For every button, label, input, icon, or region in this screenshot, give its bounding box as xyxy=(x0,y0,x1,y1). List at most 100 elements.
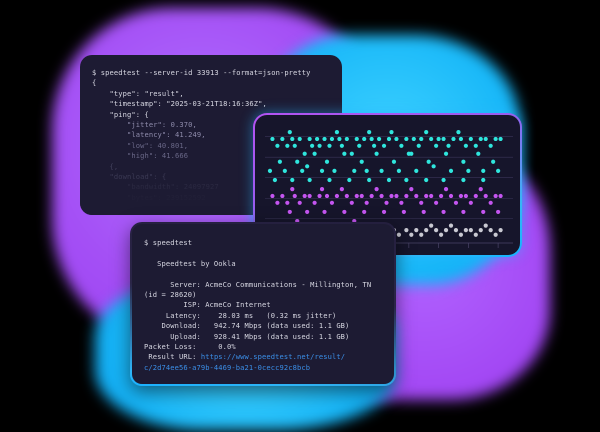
result-line: Upload: 928.41 Mbps (data used: 1.1 GB) xyxy=(144,331,350,341)
chart-point xyxy=(349,151,354,156)
chart-point xyxy=(374,187,379,192)
chart-point xyxy=(285,143,290,148)
json-line: "type": "result", xyxy=(92,88,184,98)
chart-point xyxy=(297,200,302,205)
chart-point xyxy=(466,168,471,173)
chart-point xyxy=(324,193,330,199)
result-line: Download: 942.74 Mbps (data used: 1.1 GB… xyxy=(144,321,350,331)
chart-point xyxy=(424,193,429,199)
chart-point xyxy=(456,130,461,135)
chart-point xyxy=(434,200,439,205)
chart-point xyxy=(297,136,302,142)
chart-point xyxy=(496,209,501,215)
chart-point xyxy=(270,136,275,142)
chart-point xyxy=(463,143,468,148)
chart-point xyxy=(498,136,503,142)
result-line xyxy=(144,248,394,258)
chart-point xyxy=(478,187,483,192)
chart-point xyxy=(312,151,317,156)
chart-point xyxy=(483,193,488,199)
chart-point xyxy=(354,136,359,142)
chart-point xyxy=(270,193,275,199)
chart-point xyxy=(364,200,369,205)
result-line: (id = 28620) xyxy=(144,290,197,300)
chart-point xyxy=(453,200,459,205)
chart-point xyxy=(463,228,468,233)
scatter-plot xyxy=(265,130,513,248)
chart-point xyxy=(317,143,322,148)
chart-point xyxy=(461,209,466,215)
result-url-link-wrap[interactable]: c/2d74ee56-a79b-4469-ba21-0cecc92c8bcb xyxy=(144,362,311,372)
chart-point xyxy=(473,193,478,199)
chart-point xyxy=(443,187,449,192)
chart-point xyxy=(339,143,344,148)
chart-point xyxy=(443,151,449,156)
result-output-window[interactable]: $ speedtest Speedtest by Ookla Server: A… xyxy=(130,222,396,386)
chart-point xyxy=(493,232,498,237)
chart-point xyxy=(376,136,382,142)
chart-point xyxy=(300,168,305,173)
chart-point xyxy=(290,187,295,192)
result-line: Latency: 28.03 ms (0.32 ms jitter) xyxy=(144,310,337,320)
chart-point xyxy=(458,193,464,199)
chart-point xyxy=(488,143,493,148)
json-line: $ speedtest --server-id 33913 --format=j… xyxy=(92,68,311,77)
chart-point xyxy=(362,136,367,142)
chart-point xyxy=(292,143,297,148)
chart-point xyxy=(468,228,473,233)
chart-point xyxy=(438,232,444,237)
json-line: "low": 40.801, xyxy=(92,140,189,150)
result-terminal-text: $ speedtest Speedtest by Ookla Server: A… xyxy=(132,224,394,373)
chart-point xyxy=(319,187,325,192)
chart-point xyxy=(307,177,312,183)
chart-point xyxy=(448,223,454,228)
chart-point xyxy=(468,136,473,142)
chart-point xyxy=(463,193,468,199)
chart-point xyxy=(327,143,332,148)
chart-point xyxy=(344,136,349,142)
chart-point xyxy=(414,228,419,233)
chart-point xyxy=(322,209,327,215)
chart-point xyxy=(267,168,273,173)
chart-point xyxy=(488,228,493,233)
chart-point xyxy=(305,209,310,215)
chart-point xyxy=(404,136,409,142)
chart-point xyxy=(280,136,285,142)
chart-point xyxy=(458,232,464,237)
chart-point xyxy=(347,177,352,183)
chart-point xyxy=(478,228,483,233)
chart-point xyxy=(411,136,416,142)
chart-point xyxy=(349,200,354,205)
chart-point xyxy=(367,177,372,183)
chart-point xyxy=(374,151,379,156)
json-line: "latency": 41.249, xyxy=(92,130,206,140)
chart-point xyxy=(332,168,337,173)
chart-point xyxy=(359,159,364,164)
chart-point xyxy=(483,223,488,228)
chart-point xyxy=(399,200,404,205)
chart-point xyxy=(421,209,426,215)
chart-series-download xyxy=(267,130,503,183)
result-url-link[interactable]: https://www.speedtest.net/result/ xyxy=(200,352,346,362)
chart-point xyxy=(434,143,439,148)
chart-point xyxy=(481,168,486,173)
chart-point xyxy=(441,177,446,183)
chart-point xyxy=(498,193,503,199)
chart-point xyxy=(441,209,446,215)
chart-point xyxy=(275,143,280,148)
chart-point xyxy=(409,151,414,156)
result-line: ISP: AcmeCo Internet xyxy=(144,300,271,310)
result-line: Packet Loss: 0.0% xyxy=(144,342,236,352)
chart-point xyxy=(275,200,280,205)
chart-point xyxy=(414,193,419,199)
result-url-label: Result URL: xyxy=(144,352,201,362)
chart-point xyxy=(324,159,330,164)
chart-point xyxy=(448,193,454,199)
chart-point xyxy=(389,130,394,135)
chart-point xyxy=(416,143,421,148)
chart-point xyxy=(389,193,394,199)
chart-point xyxy=(287,130,292,135)
chart-point xyxy=(426,159,431,164)
chart-point xyxy=(404,228,409,233)
